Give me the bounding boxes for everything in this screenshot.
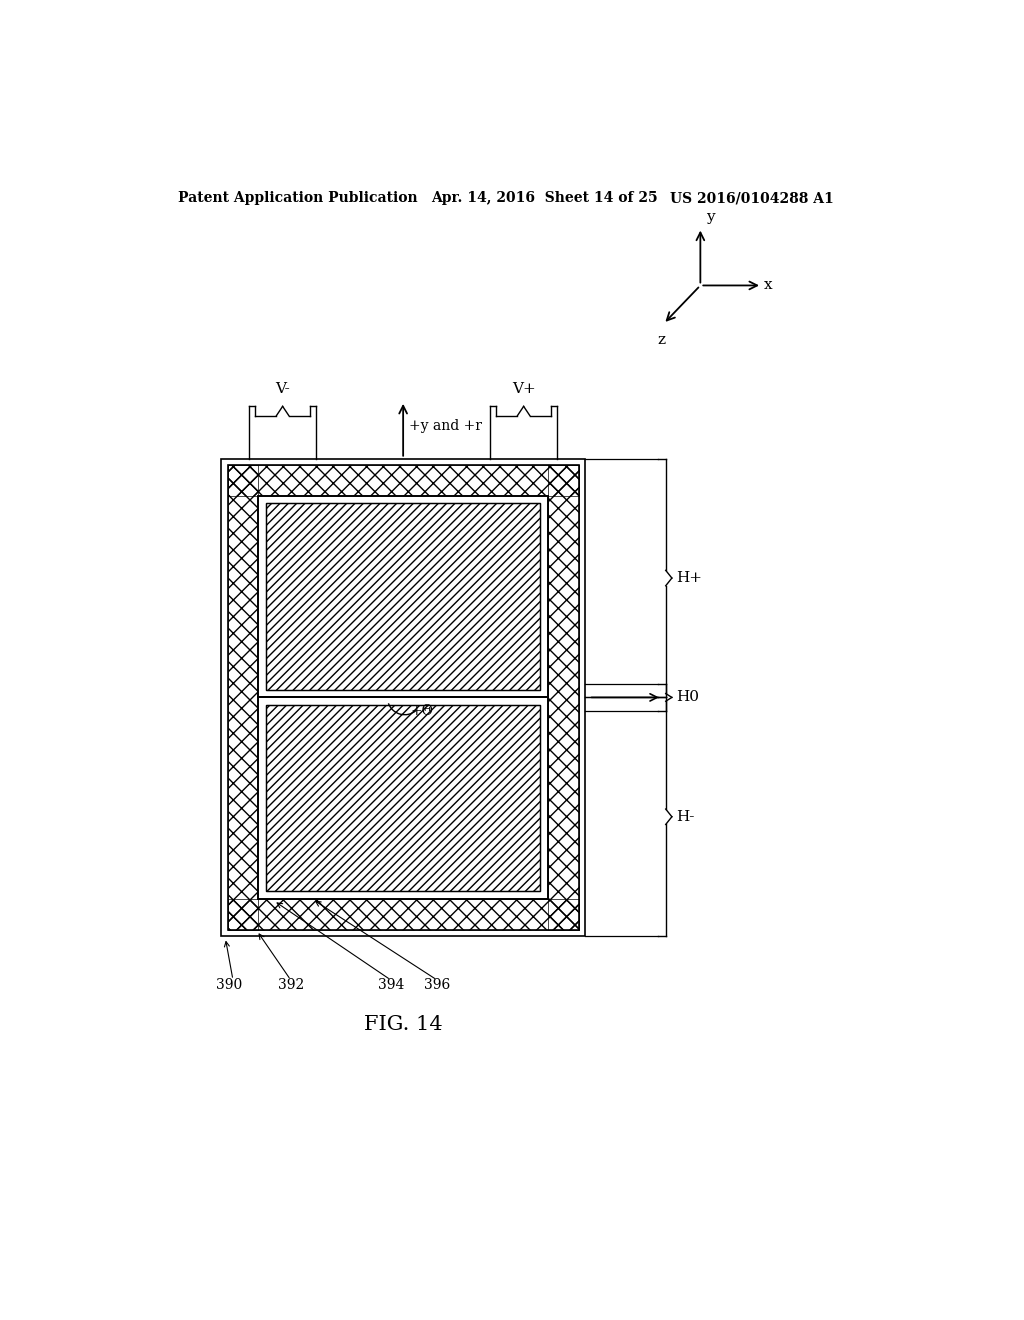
Bar (266, 705, 541, 891)
Text: 396: 396 (424, 978, 451, 993)
Text: 394: 394 (378, 978, 404, 993)
Bar (266, 503, 541, 689)
Bar (258, 496, 548, 697)
Text: FIG. 14: FIG. 14 (364, 1015, 442, 1034)
Bar (548, 465, 579, 929)
Text: y: y (706, 210, 715, 224)
Bar (266, 503, 541, 689)
Bar (227, 465, 258, 929)
Text: Apr. 14, 2016  Sheet 14 of 25: Apr. 14, 2016 Sheet 14 of 25 (431, 191, 657, 206)
Text: US 2016/0104288 A1: US 2016/0104288 A1 (670, 191, 834, 206)
Text: H0: H0 (677, 690, 699, 705)
Text: + x and +r: + x and +r (273, 737, 351, 751)
Text: H+: H+ (677, 572, 702, 585)
Bar (227, 465, 579, 496)
Bar (227, 465, 579, 929)
Text: 390: 390 (216, 978, 243, 993)
Bar (227, 899, 579, 929)
Bar (258, 496, 548, 899)
Text: H-: H- (677, 809, 695, 824)
Text: x: x (764, 279, 773, 293)
Text: V-: V- (275, 381, 290, 396)
Text: V+: V+ (512, 381, 536, 396)
Bar (258, 697, 548, 899)
Text: Patent Application Publication: Patent Application Publication (178, 191, 418, 206)
Bar (221, 459, 585, 936)
Text: 392: 392 (278, 978, 304, 993)
Text: +y and +r: +y and +r (410, 420, 482, 433)
Bar (266, 705, 541, 891)
Text: +Θ: +Θ (411, 705, 434, 718)
Bar (258, 496, 548, 899)
Text: z: z (657, 333, 666, 347)
